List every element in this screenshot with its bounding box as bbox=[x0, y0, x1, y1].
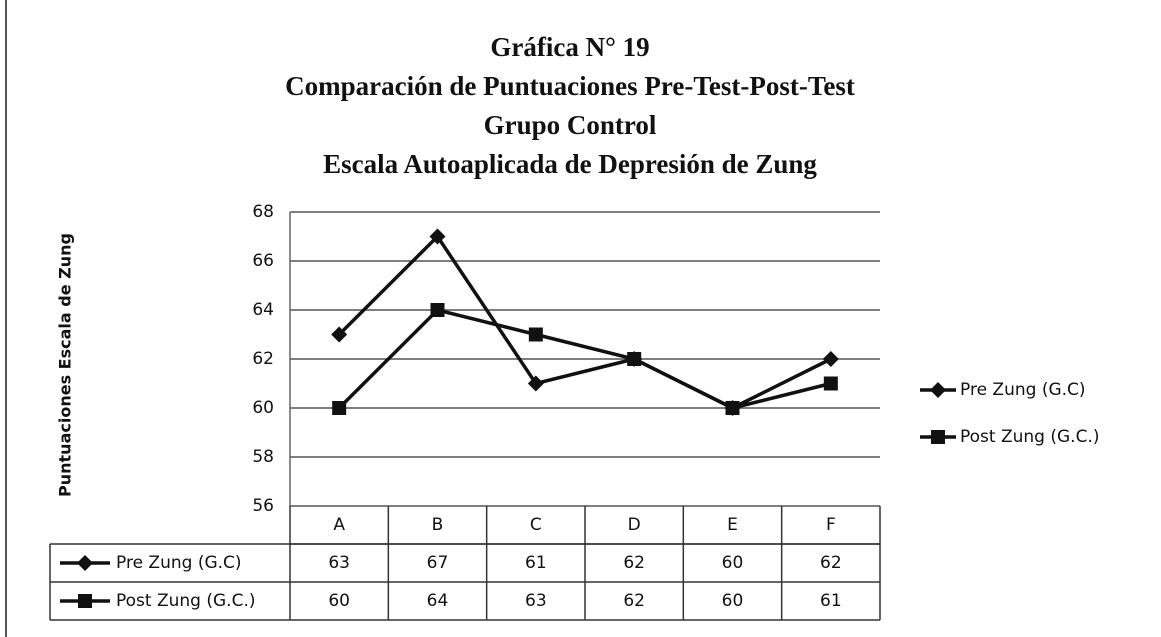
table-cell: 64 bbox=[427, 591, 449, 611]
y-tick-label: 56 bbox=[252, 496, 274, 516]
chart-title: Gráfica N° 19 bbox=[490, 32, 649, 62]
marker bbox=[822, 351, 839, 367]
marker bbox=[823, 376, 838, 391]
x-tick-label: C bbox=[530, 515, 542, 535]
marker bbox=[430, 303, 445, 317]
x-tick-label: E bbox=[727, 515, 738, 535]
y-tick-label: 58 bbox=[252, 447, 274, 467]
marker bbox=[77, 555, 93, 571]
marker bbox=[931, 430, 945, 444]
table-cell: 63 bbox=[525, 591, 547, 611]
y-axis-label: Puntuaciones Escala de Zung bbox=[56, 233, 75, 497]
table-cell: 62 bbox=[623, 553, 645, 573]
table-cell: 62 bbox=[820, 553, 842, 573]
chart-title: Escala Autoaplicada de Depresión de Zung bbox=[323, 149, 817, 179]
y-tick-label: 66 bbox=[252, 251, 274, 271]
marker bbox=[528, 327, 543, 342]
table-cell: 60 bbox=[722, 591, 744, 611]
y-tick-label: 62 bbox=[252, 349, 274, 369]
y-tick-label: 64 bbox=[252, 300, 274, 320]
marker bbox=[627, 352, 642, 366]
table-row-label: Post Zung (G.C.) bbox=[116, 591, 255, 611]
table-cell: 61 bbox=[820, 591, 842, 611]
legend-label: Pre Zung (G.C) bbox=[960, 380, 1086, 400]
marker bbox=[527, 375, 544, 392]
marker bbox=[429, 228, 446, 245]
y-tick-label: 60 bbox=[252, 398, 274, 418]
table-cell: 60 bbox=[328, 591, 350, 611]
table-cell: 61 bbox=[525, 553, 547, 573]
table-cell: 60 bbox=[722, 553, 744, 573]
chart-title: Comparación de Puntuaciones Pre-Test-Pos… bbox=[285, 71, 855, 101]
marker bbox=[331, 326, 348, 343]
marker bbox=[930, 382, 946, 398]
series-line bbox=[337, 308, 832, 410]
table-cell: 62 bbox=[623, 591, 645, 611]
marker bbox=[332, 401, 347, 415]
series-line bbox=[337, 233, 832, 410]
chart-title: Grupo Control bbox=[484, 110, 657, 140]
legend-label: Post Zung (G.C.) bbox=[960, 427, 1099, 447]
table-cell: 63 bbox=[328, 553, 350, 573]
table-row-label: Pre Zung (G.C) bbox=[116, 553, 242, 573]
x-tick-label: A bbox=[333, 515, 345, 535]
table-cell: 67 bbox=[427, 553, 449, 573]
x-tick-label: B bbox=[432, 515, 444, 535]
marker bbox=[725, 401, 740, 415]
y-tick-label: 68 bbox=[252, 202, 274, 222]
x-tick-label: D bbox=[628, 515, 641, 535]
x-tick-label: F bbox=[826, 515, 836, 535]
marker bbox=[78, 594, 92, 608]
